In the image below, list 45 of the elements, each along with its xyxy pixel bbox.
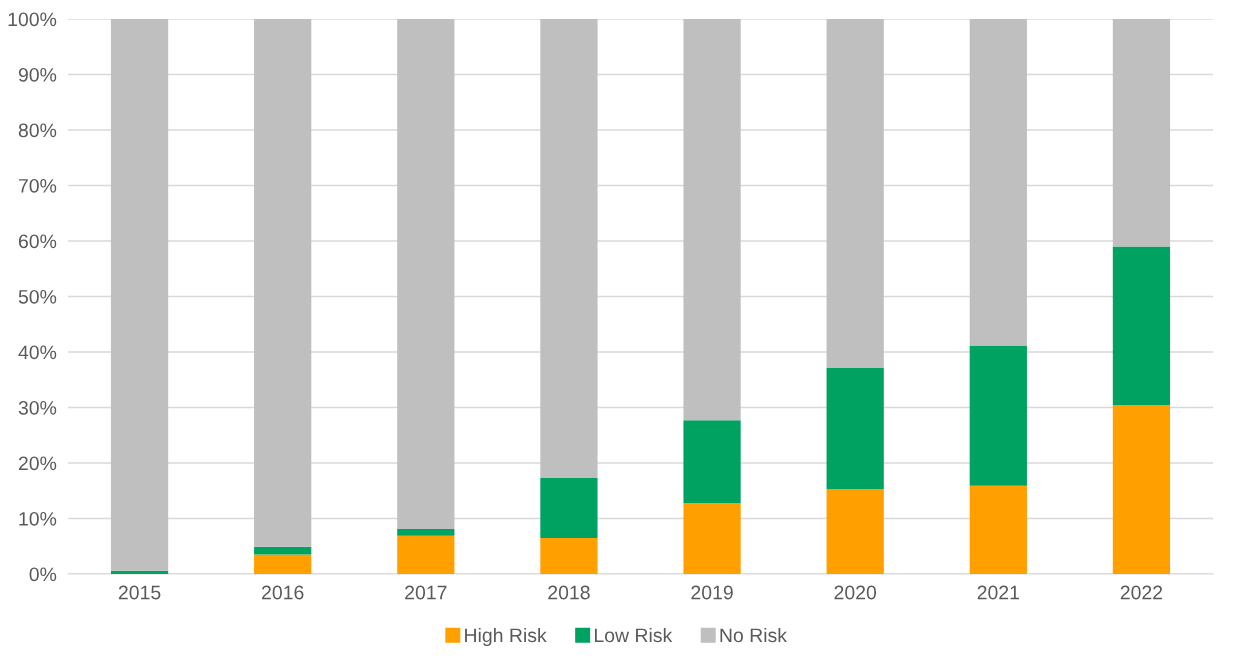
bar (826, 489, 884, 574)
legend-label: High Risk (465, 627, 547, 647)
bar (1112, 405, 1171, 574)
y-tick-label: 90% (18, 67, 57, 82)
x-tick-label: 2018 (548, 585, 590, 600)
x-tick-label: 2021 (977, 585, 1019, 600)
y-tick-label: 40% (18, 345, 57, 360)
bar (540, 19, 598, 478)
bar (683, 420, 741, 503)
y-tick-label: 100% (8, 12, 57, 27)
y-tick-label: 50% (18, 289, 57, 304)
bar (254, 19, 312, 547)
bar (110, 570, 169, 574)
legend-label: Low Risk (594, 627, 673, 643)
x-tick-label: 2015 (118, 585, 161, 600)
bar (1112, 246, 1171, 406)
legend-label: No Risk (720, 627, 788, 643)
y-tick-label: 10% (19, 511, 57, 526)
y-tick-label: 30% (18, 400, 57, 415)
bar (397, 535, 455, 574)
bar (826, 368, 884, 490)
bar (397, 19, 455, 530)
x-tick-label: 2016 (262, 585, 304, 600)
x-tick-label: 2020 (834, 585, 877, 600)
bar (683, 19, 741, 421)
bar (397, 529, 455, 536)
y-tick-label: 20% (18, 456, 57, 471)
y-tick-label: 60% (18, 234, 57, 249)
y-tick-label: 80% (18, 123, 57, 138)
bar (969, 485, 1027, 574)
bar (826, 19, 884, 369)
y-tick-label: 70% (18, 178, 57, 193)
bar (1112, 19, 1171, 247)
bar (254, 546, 312, 555)
bar (683, 502, 741, 574)
x-tick-label: 2017 (405, 585, 447, 600)
bar (969, 345, 1027, 486)
bar (540, 537, 598, 574)
x-tick-label: 2022 (1120, 585, 1163, 600)
x-tick-label: 2019 (691, 585, 733, 600)
bar (969, 19, 1027, 346)
bar (540, 477, 598, 538)
y-tick-label: 0% (29, 567, 57, 582)
bar (110, 19, 169, 571)
bar (254, 554, 312, 574)
